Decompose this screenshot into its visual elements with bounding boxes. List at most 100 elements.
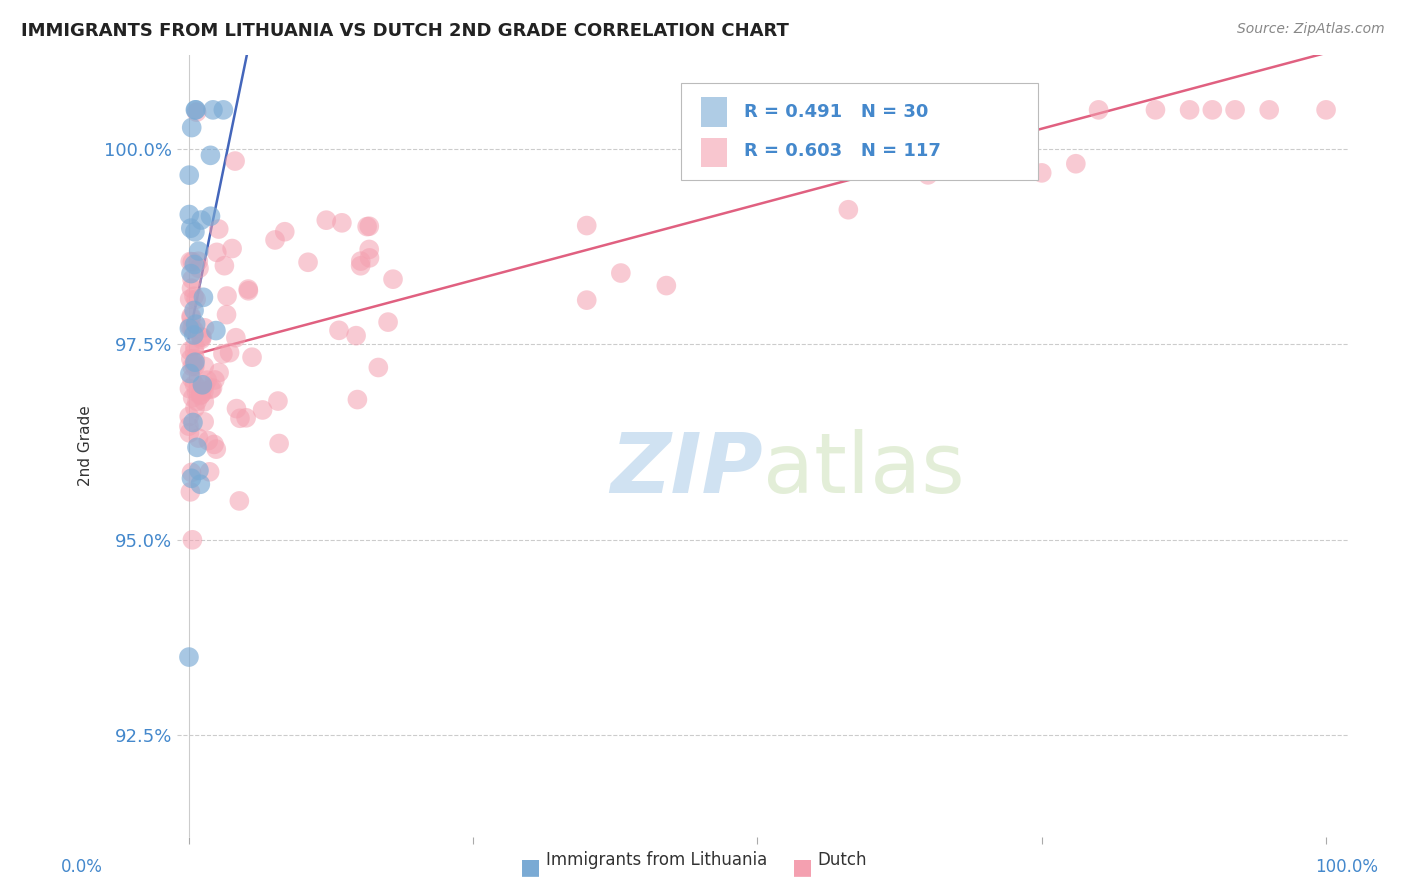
- Point: [193, 359, 215, 374]
- Point: [179, 382, 201, 396]
- Point: [1223, 103, 1246, 117]
- Point: [187, 431, 209, 445]
- Point: [179, 293, 201, 307]
- Point: [723, 103, 745, 117]
- Point: [205, 245, 228, 260]
- Point: [183, 377, 205, 392]
- Point: [917, 168, 939, 182]
- Point: [183, 345, 205, 359]
- Point: [183, 289, 205, 303]
- Point: [204, 373, 226, 387]
- Text: 100.0%: 100.0%: [1316, 858, 1378, 876]
- Point: [181, 391, 204, 405]
- Point: [179, 343, 201, 358]
- Point: [180, 351, 202, 366]
- Point: [1087, 103, 1109, 117]
- Point: [181, 254, 204, 268]
- Point: [184, 339, 207, 353]
- Point: [803, 111, 825, 125]
- Point: [188, 261, 211, 276]
- Point: [181, 272, 204, 286]
- Text: ZIP: ZIP: [610, 429, 763, 510]
- Point: [377, 315, 399, 329]
- Point: [179, 425, 201, 440]
- Point: [346, 392, 368, 407]
- Point: [180, 221, 202, 235]
- Point: [184, 317, 207, 331]
- Point: [212, 103, 235, 117]
- Point: [183, 328, 205, 343]
- FancyBboxPatch shape: [681, 82, 1039, 180]
- Point: [194, 377, 217, 392]
- Point: [180, 281, 202, 295]
- Point: [359, 219, 381, 234]
- Point: [184, 355, 207, 369]
- Point: [218, 345, 240, 359]
- Point: [252, 403, 274, 417]
- Point: [860, 103, 883, 117]
- Point: [190, 387, 212, 401]
- Point: [1201, 103, 1223, 117]
- Point: [183, 303, 205, 318]
- Point: [747, 103, 769, 117]
- Point: [950, 103, 973, 117]
- Point: [328, 323, 350, 337]
- Point: [367, 360, 389, 375]
- Point: [837, 202, 859, 217]
- Point: [180, 471, 202, 485]
- Point: [190, 330, 212, 344]
- Point: [191, 377, 214, 392]
- Point: [183, 358, 205, 372]
- Point: [184, 103, 207, 117]
- Point: [208, 366, 231, 380]
- Point: [193, 394, 215, 409]
- Point: [235, 410, 257, 425]
- Point: [179, 484, 201, 499]
- Point: [330, 216, 353, 230]
- Point: [180, 120, 202, 135]
- Point: [186, 385, 208, 400]
- Text: 0.0%: 0.0%: [60, 858, 103, 876]
- Text: IMMIGRANTS FROM LITHUANIA VS DUTCH 2ND GRADE CORRELATION CHART: IMMIGRANTS FROM LITHUANIA VS DUTCH 2ND G…: [21, 22, 789, 40]
- Point: [183, 258, 205, 272]
- Point: [221, 242, 243, 256]
- Point: [208, 222, 231, 236]
- Point: [179, 319, 201, 334]
- Point: [238, 282, 260, 296]
- Point: [193, 290, 215, 304]
- Point: [186, 394, 208, 409]
- FancyBboxPatch shape: [702, 97, 727, 127]
- Point: [177, 650, 200, 665]
- Point: [180, 309, 202, 323]
- Point: [610, 266, 633, 280]
- Point: [689, 124, 711, 138]
- Point: [180, 310, 202, 325]
- Point: [315, 213, 337, 227]
- Point: [356, 219, 378, 234]
- Point: [359, 243, 381, 257]
- Point: [1144, 103, 1167, 117]
- Point: [1178, 103, 1201, 117]
- Point: [188, 477, 211, 491]
- Point: [179, 208, 201, 222]
- Point: [184, 401, 207, 415]
- Point: [214, 259, 236, 273]
- Point: [193, 384, 215, 399]
- Text: Source: ZipAtlas.com: Source: ZipAtlas.com: [1237, 22, 1385, 37]
- Point: [180, 466, 202, 480]
- Text: atlas: atlas: [763, 429, 965, 510]
- Text: ■: ■: [520, 857, 541, 877]
- Point: [215, 308, 238, 322]
- Point: [201, 103, 224, 117]
- Point: [1315, 103, 1337, 117]
- Point: [188, 388, 211, 402]
- Point: [184, 225, 207, 239]
- Point: [225, 401, 247, 416]
- Text: ■: ■: [792, 857, 813, 877]
- Text: Dutch: Dutch: [817, 851, 866, 869]
- Text: R = 0.603   N = 117: R = 0.603 N = 117: [744, 142, 941, 161]
- Point: [200, 382, 222, 396]
- Point: [212, 347, 235, 361]
- Point: [240, 350, 263, 364]
- Point: [1031, 166, 1053, 180]
